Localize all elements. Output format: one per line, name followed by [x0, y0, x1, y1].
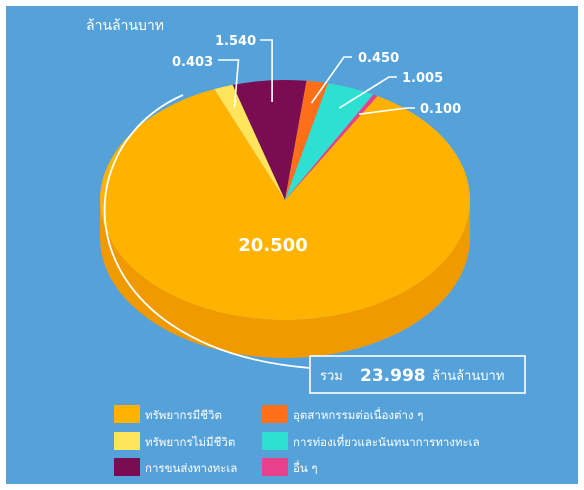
unit-label: ล้านล้านบาท — [86, 18, 164, 34]
legend-swatch-4 — [262, 432, 288, 450]
value-label-5: 0.100 — [420, 102, 461, 117]
total-unit: ล้านล้านบาท — [432, 369, 504, 384]
legend-label-5: อื่น ๆ — [293, 460, 318, 475]
legend-label-4: การท่องเที่ยวและนันทนาการทางทะเล — [293, 434, 480, 449]
legend-swatch-0 — [114, 405, 140, 423]
legend-label-3: อุตสาหกรรมต่อเนื่องต่าง ๆ — [293, 407, 423, 422]
legend-label-0: ทรัพยากรมีชีวิต — [145, 408, 222, 422]
legend-swatch-1 — [114, 432, 140, 450]
value-label-1: 0.403 — [172, 55, 213, 70]
legend-swatch-3 — [262, 405, 288, 423]
value-label-2: 1.540 — [215, 34, 256, 49]
total-value: 23.998 — [360, 366, 426, 386]
value-label-4: 1.005 — [402, 71, 443, 86]
total-prefix: รวม — [320, 369, 343, 384]
legend-label-1: ทรัพยากรไม่มีชีวิต — [145, 435, 235, 449]
value-label-3: 0.450 — [358, 51, 399, 66]
value-label-0: 20.500 — [238, 235, 307, 256]
legend-swatch-2 — [114, 458, 140, 476]
legend-swatch-5 — [262, 458, 288, 476]
legend-label-2: การขนส่งทางทะเล — [145, 461, 237, 475]
